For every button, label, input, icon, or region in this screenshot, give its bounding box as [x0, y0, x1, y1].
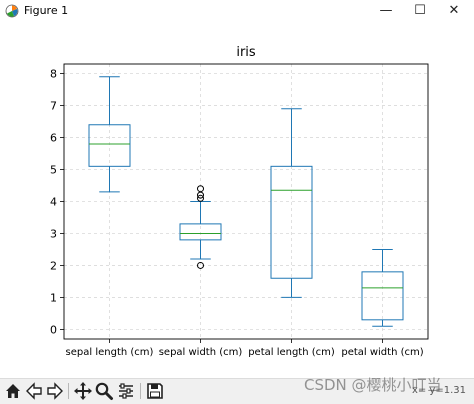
- home-button[interactable]: [3, 381, 23, 401]
- window-titlebar: Figure 1 — ☐ ✕: [0, 0, 474, 22]
- box-4: [361, 248, 404, 327]
- box-2: [179, 185, 222, 269]
- matplotlib-logo-icon: [5, 4, 19, 18]
- y-tick-label: 2: [50, 259, 57, 272]
- chart-title: iris: [236, 45, 256, 60]
- boxplot-chart: 0 1 2 3 4 5 6 7 8 sepal length (cm) sepal width (c…: [50, 45, 429, 358]
- forward-button[interactable]: [45, 381, 65, 401]
- x-tick-label: sepal length (cm): [66, 347, 154, 358]
- pan-button[interactable]: [73, 381, 93, 401]
- toolbar-separator: [140, 383, 141, 399]
- box-iqr: [270, 165, 313, 279]
- y-tick-label: 4: [50, 196, 57, 209]
- save-button[interactable]: [145, 381, 165, 401]
- navigation-toolbar: x= y=1.31: [0, 378, 474, 404]
- back-button[interactable]: [24, 381, 44, 401]
- y-tick-label: 7: [50, 100, 57, 113]
- window-title: Figure 1: [24, 4, 69, 17]
- configure-subplots-button[interactable]: [116, 381, 136, 401]
- close-button[interactable]: ✕: [448, 3, 460, 18]
- y-tick-label: 0: [50, 323, 57, 336]
- box-iqr: [361, 271, 404, 321]
- x-tick-label: petal width (cm): [341, 347, 423, 358]
- y-tick-label: 1: [50, 291, 57, 304]
- box-1: [88, 76, 131, 193]
- y-tick-label: 5: [50, 164, 57, 177]
- outlier-point: [197, 194, 204, 202]
- box-iqr: [179, 223, 222, 241]
- box-iqr: [88, 124, 131, 167]
- y-tick-label: 3: [50, 227, 57, 240]
- box-3: [270, 108, 313, 298]
- y-tick-label: 8: [50, 68, 57, 81]
- zoom-button[interactable]: [94, 381, 114, 401]
- outlier-point: [197, 261, 204, 269]
- cursor-coordinates: x= y=1.31: [411, 385, 466, 396]
- toolbar-separator: [68, 383, 69, 399]
- figure-canvas[interactable]: 0 1 2 3 4 5 6 7 8 sepal length (cm) sepal width (c…: [0, 22, 474, 378]
- maximize-button[interactable]: ☐: [414, 3, 426, 18]
- x-tick-label: sepal width (cm): [159, 347, 243, 358]
- minimize-button[interactable]: —: [379, 3, 393, 18]
- csdn-watermark: CSDN @樱桃小叮当: [304, 376, 442, 394]
- outlier-point: [197, 191, 204, 199]
- y-tick-label: 6: [50, 132, 57, 145]
- x-tick-label: petal length (cm): [248, 347, 335, 358]
